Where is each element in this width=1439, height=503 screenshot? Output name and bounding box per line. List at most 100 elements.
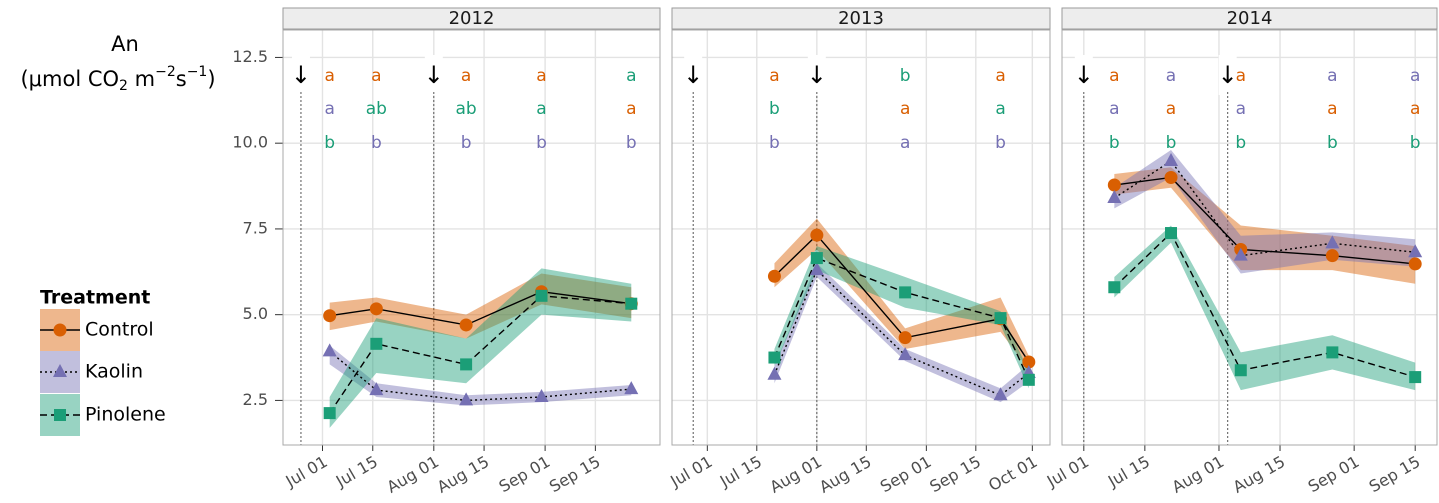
data-point — [1108, 281, 1121, 294]
confidence-band — [774, 218, 1029, 370]
x-tick-label: Sep 01 — [877, 452, 935, 496]
legend-marker — [53, 364, 67, 377]
panel-title: 2013 — [838, 8, 884, 29]
x-tick-label: Jul 01 — [282, 452, 331, 491]
significance-letter: b — [1327, 133, 1338, 153]
confidence-band — [1114, 150, 1416, 274]
data-point — [898, 331, 912, 345]
series-line — [329, 295, 632, 414]
legend-label: Control — [85, 319, 154, 341]
panel-border — [671, 29, 1051, 446]
confidence-band — [774, 246, 1029, 389]
x-tick-label: Aug 15 — [816, 452, 875, 497]
x-tick-label: Aug 15 — [1230, 452, 1289, 497]
significance-letter: a — [461, 66, 471, 86]
legend-label: Pinolene — [85, 404, 166, 426]
legend-marker — [54, 409, 66, 421]
y-tick-label: 7.5 — [243, 218, 268, 237]
significance-letter: a — [536, 99, 546, 119]
data-point — [323, 309, 337, 323]
event-gap — [1074, 55, 1093, 95]
significance-letter: a — [1166, 99, 1176, 119]
significance-letter: b — [900, 66, 911, 86]
significance-letter: b — [536, 133, 547, 153]
significance-letter: a — [626, 99, 636, 119]
data-point — [1234, 364, 1247, 377]
panel-border — [1061, 29, 1438, 446]
data-point — [369, 382, 384, 396]
event-arrow: ↓ — [807, 61, 827, 89]
data-point — [898, 347, 913, 361]
x-tick-label: Jul 01 — [666, 452, 715, 491]
event-gap — [424, 55, 443, 95]
significance-letter: a — [995, 99, 1005, 119]
data-point — [369, 302, 383, 316]
data-point — [625, 297, 638, 310]
data-point — [810, 228, 824, 242]
significance-letter: a — [1236, 66, 1246, 86]
strip — [671, 7, 1051, 30]
y-axis-label-part: 2 — [119, 78, 128, 94]
significance-letter: a — [1236, 99, 1246, 119]
panel — [283, 30, 660, 445]
panel — [672, 30, 1050, 445]
data-point — [1233, 247, 1248, 261]
y-axis-label-part: m — [128, 67, 155, 91]
data-point — [459, 392, 474, 406]
event-gap — [807, 55, 826, 95]
data-point — [370, 337, 383, 350]
event-arrow: ↓ — [683, 61, 703, 89]
data-point — [1022, 355, 1036, 369]
significance-letter: ab — [456, 99, 477, 119]
x-tick-label: Jul 15 — [716, 452, 765, 491]
data-point — [993, 387, 1008, 401]
confidence-band — [329, 345, 632, 406]
data-point — [1409, 371, 1422, 384]
confidence-band — [329, 268, 632, 428]
data-point — [1165, 227, 1178, 240]
significance-letter: b — [626, 133, 637, 153]
panel-border — [282, 29, 661, 446]
panel-title: 2014 — [1227, 8, 1273, 29]
strip — [282, 7, 661, 30]
x-tick-label: Sep 15 — [1366, 452, 1424, 496]
event-gap — [291, 55, 310, 95]
significance-letter: a — [900, 133, 910, 153]
significance-letter: a — [626, 66, 636, 86]
data-point — [1164, 170, 1178, 184]
data-point — [994, 312, 1007, 325]
strip — [1061, 7, 1438, 30]
significance-letter: b — [769, 99, 780, 119]
y-tick-label: 5.0 — [243, 304, 268, 323]
data-point — [1107, 178, 1121, 192]
y-tick-label: 12.5 — [232, 47, 268, 66]
x-tick-label: Oct 01 — [985, 452, 1040, 495]
significance-letter: b — [1410, 133, 1421, 153]
y-axis-label-part: ) — [207, 67, 215, 91]
data-point — [1325, 235, 1340, 249]
significance-letter: b — [769, 133, 780, 153]
data-point — [534, 388, 549, 402]
x-tick-label: Sep 15 — [546, 452, 604, 496]
significance-letter: a — [995, 66, 1005, 86]
significance-letter: a — [371, 66, 381, 86]
x-tick-label: Jul 15 — [332, 452, 381, 491]
data-point — [459, 318, 473, 332]
x-tick-label: Jul 15 — [1104, 452, 1153, 491]
confidence-band — [1114, 225, 1416, 391]
data-point — [624, 381, 639, 395]
data-point — [809, 262, 824, 276]
significance-letter: a — [1327, 99, 1337, 119]
confidence-band — [329, 273, 632, 339]
data-point — [810, 252, 823, 265]
significance-letter: b — [324, 133, 335, 153]
panel — [1062, 30, 1437, 445]
y-tick-label: 2.5 — [243, 390, 268, 409]
significance-letter: a — [324, 66, 334, 86]
legend-marker — [53, 323, 67, 337]
significance-letter: a — [1109, 99, 1119, 119]
x-tick-label: Jul 01 — [1043, 452, 1092, 491]
event-arrow: ↓ — [1218, 61, 1238, 89]
panel-title: 2012 — [449, 8, 495, 29]
